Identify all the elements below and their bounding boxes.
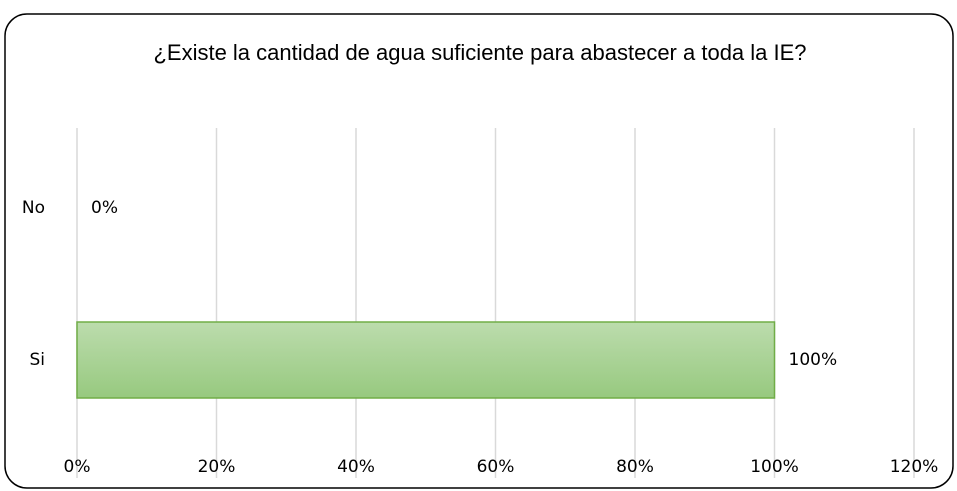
bar bbox=[76, 321, 776, 399]
x-tick-label: 120% bbox=[890, 457, 939, 477]
x-tick-label: 100% bbox=[750, 457, 799, 477]
x-tick-label: 60% bbox=[477, 457, 515, 477]
x-tick-label: 20% bbox=[198, 457, 236, 477]
value-label: 100% bbox=[789, 350, 838, 370]
x-tick-label: 80% bbox=[616, 457, 654, 477]
y-tick-label: Si bbox=[29, 350, 45, 370]
x-tick-label: 0% bbox=[64, 457, 91, 477]
chart-title: ¿Existe la cantidad de agua suficiente p… bbox=[153, 40, 807, 65]
x-tick-label: 40% bbox=[337, 457, 375, 477]
value-label: 0% bbox=[91, 198, 118, 218]
y-tick-label: No bbox=[22, 198, 45, 218]
chart-frame bbox=[4, 13, 954, 489]
